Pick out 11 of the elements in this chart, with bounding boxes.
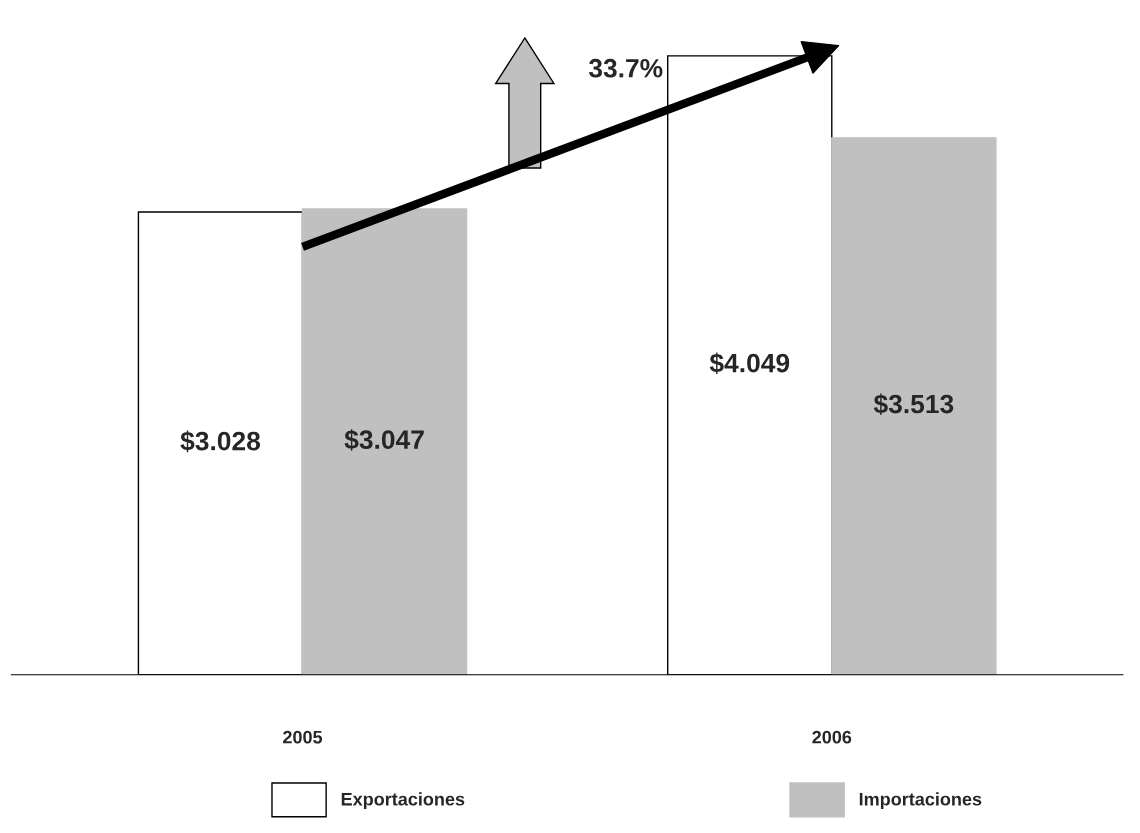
- legend-label: Exportaciones: [341, 792, 465, 810]
- data-label: $3.028: [180, 430, 261, 453]
- annotation: 33.7%: [588, 58, 663, 78]
- data-label: $3.047: [344, 429, 424, 451]
- legend-label: Importaciones: [859, 792, 982, 810]
- data-label: $4.049: [709, 352, 790, 375]
- bar: [831, 137, 997, 675]
- x-tick-label: 2006: [812, 730, 852, 744]
- data-label: $3.513: [873, 393, 954, 416]
- x-tick-label: 2005: [283, 730, 323, 744]
- bar: [301, 208, 468, 675]
